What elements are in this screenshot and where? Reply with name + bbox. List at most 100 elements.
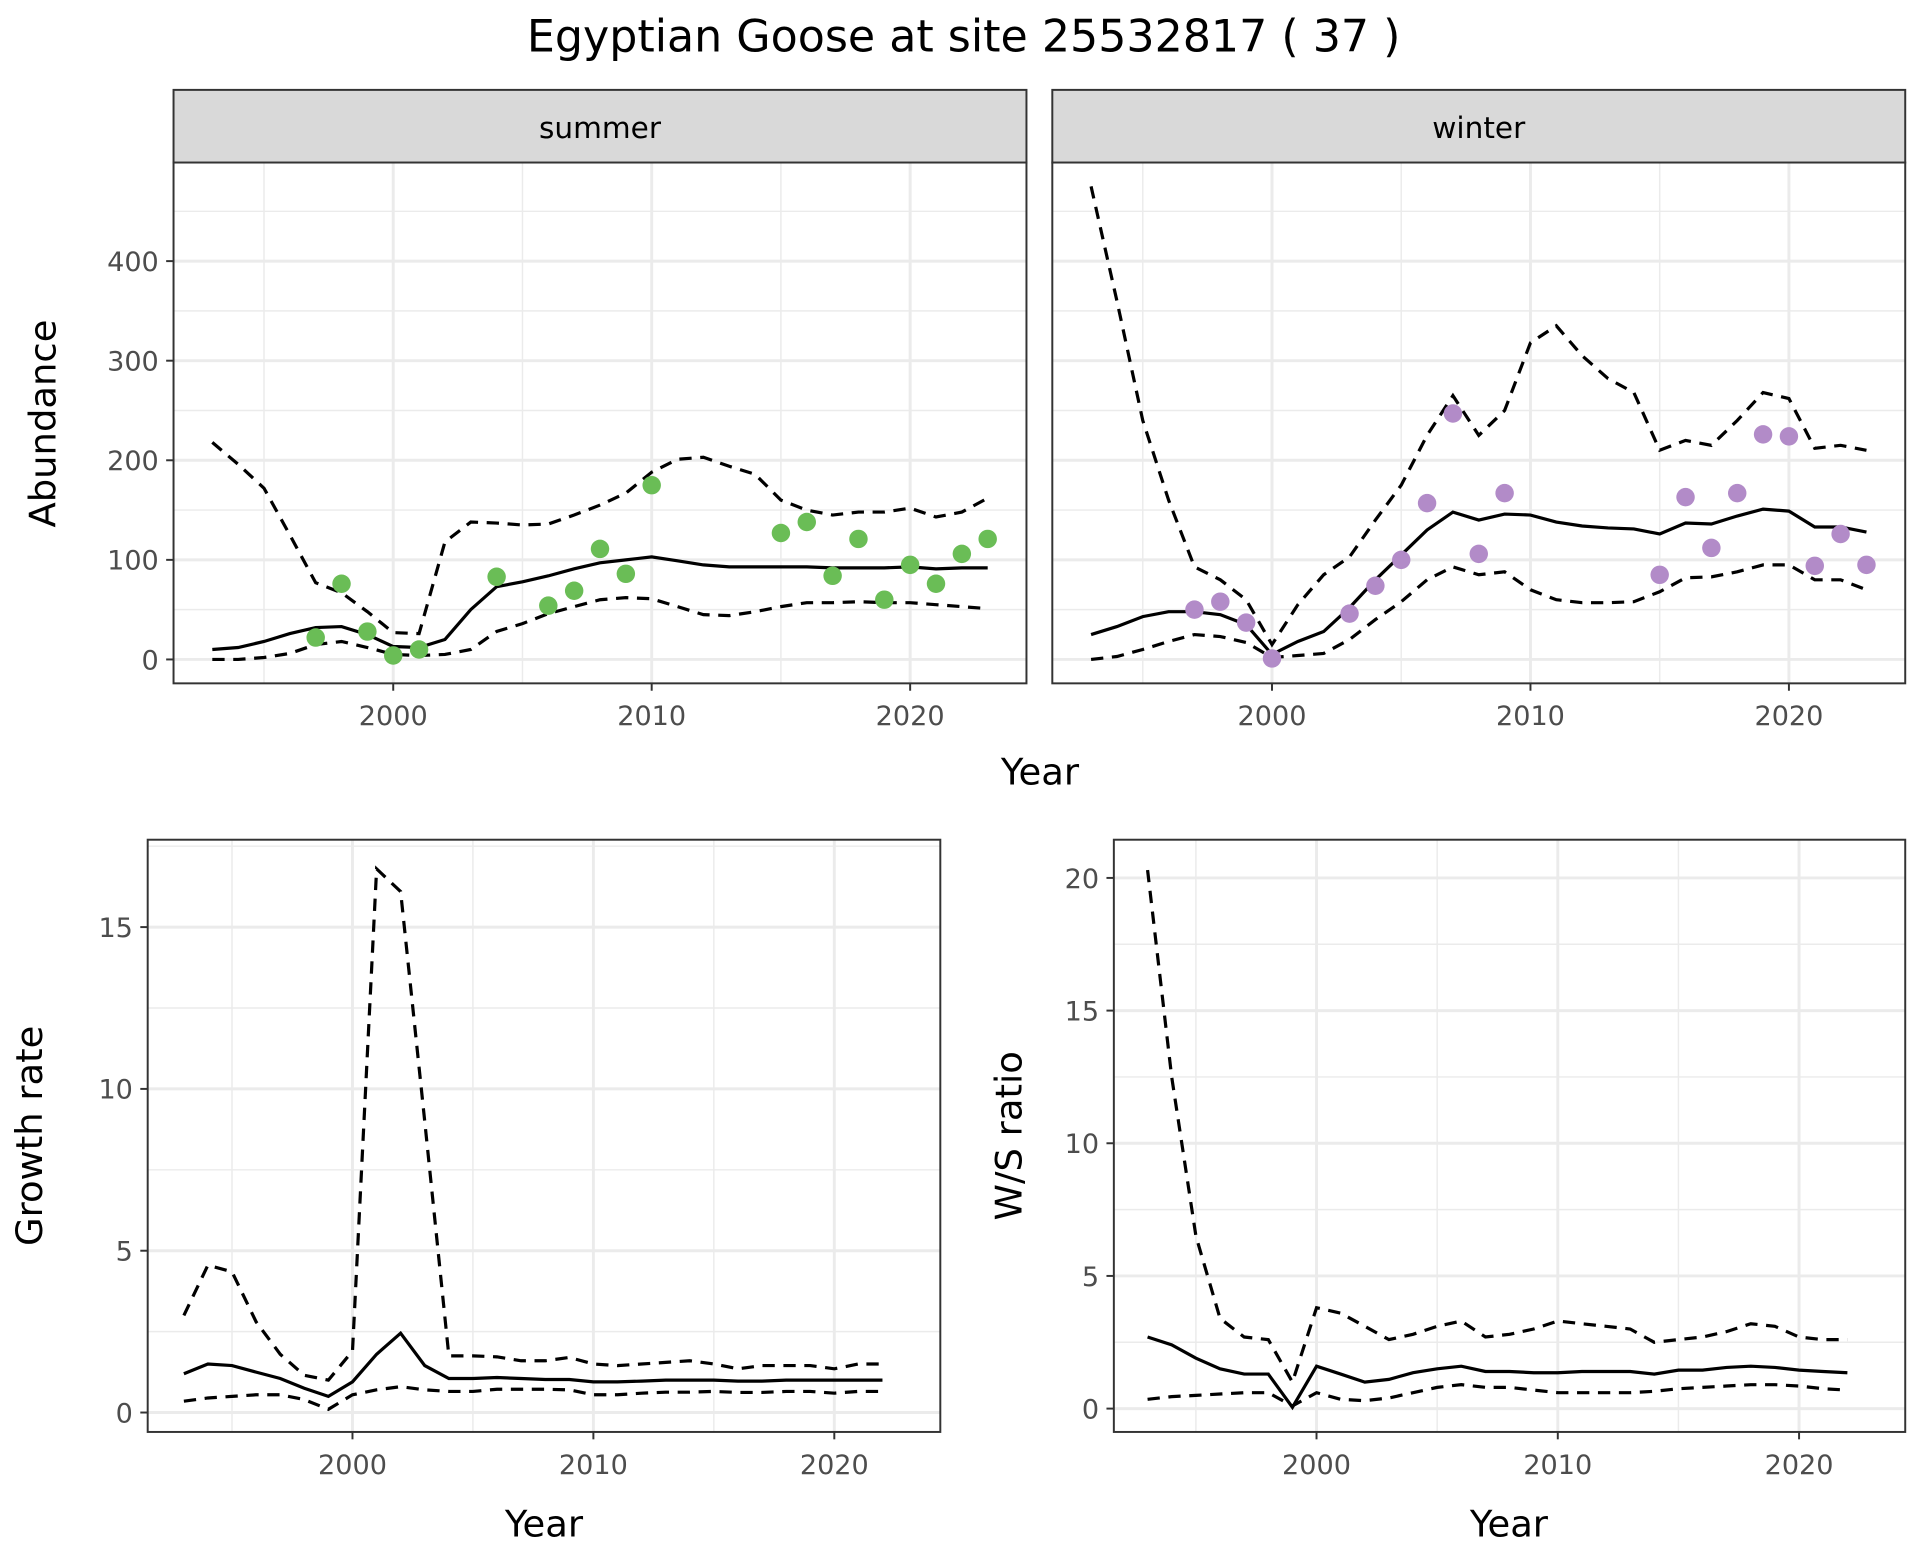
y-tick-label: 100 xyxy=(107,546,159,577)
data-point xyxy=(642,475,661,495)
data-point xyxy=(539,596,558,615)
lower-bound-line xyxy=(1090,563,1868,662)
y-tick-label: 20 xyxy=(1065,864,1099,895)
data-point xyxy=(1702,538,1721,558)
facet-label: winter xyxy=(1432,111,1526,145)
facet-strip xyxy=(1051,88,1907,164)
panel-summer: 2000 2010 2020 0 100 200 300 400 summer xyxy=(107,88,1028,732)
x-tick-label: 2000 xyxy=(359,701,428,732)
facet-label: summer xyxy=(539,111,662,145)
panel-ws-ratio: 2000 2010 2020 0 5 10 15 20 Year W/S ratio xyxy=(988,838,1907,1546)
lower-bound-line xyxy=(1147,1383,1848,1408)
y-tick-label: 0 xyxy=(116,1398,133,1429)
data-point xyxy=(1469,544,1488,564)
y-tick-label: 200 xyxy=(107,446,159,477)
data-point xyxy=(1650,565,1669,585)
upper-bound-line xyxy=(1089,186,1867,648)
x-tick-label: 2010 xyxy=(617,701,686,732)
data-point xyxy=(1366,576,1385,595)
data-point xyxy=(1417,493,1437,513)
data-point xyxy=(1262,649,1282,668)
x-tick-label: 2000 xyxy=(1238,701,1307,732)
data-point xyxy=(1728,483,1747,503)
data-point xyxy=(409,640,429,659)
data-point xyxy=(1340,604,1359,623)
data-point xyxy=(1185,600,1204,619)
data-point xyxy=(1676,487,1695,507)
x-axis-title: Year xyxy=(504,1503,584,1546)
data-point xyxy=(332,574,351,593)
data-point xyxy=(1805,556,1824,576)
data-point xyxy=(1392,550,1411,570)
data-point xyxy=(1236,613,1256,632)
panel-winter: 2000 2010 2020 winter xyxy=(1051,88,1907,732)
data-point xyxy=(384,646,403,665)
data-point xyxy=(306,628,325,647)
mean-line xyxy=(1090,507,1867,657)
lower-bound-line xyxy=(183,1385,883,1412)
x-tick-label: 2010 xyxy=(1496,701,1565,732)
data-point xyxy=(797,512,816,532)
facet-strip xyxy=(172,88,1028,164)
x-tick-label: 2020 xyxy=(1765,1450,1834,1481)
y-tick-label: 0 xyxy=(1082,1394,1099,1425)
panel-growth-rate: 2000 2010 2020 0 5 10 15 Year Growth rate xyxy=(8,838,942,1546)
mean-line xyxy=(212,555,988,652)
y-axis-title: Growth rate xyxy=(8,1026,51,1246)
y-axis-title: W/S ratio xyxy=(988,1051,1031,1220)
data-point xyxy=(358,622,377,641)
y-tick-label: 10 xyxy=(1065,1129,1099,1160)
data-point xyxy=(1857,555,1876,575)
x-axis-title-top: Year xyxy=(1000,750,1080,793)
x-axis-title: Year xyxy=(1469,1503,1549,1546)
x-tick-label: 2020 xyxy=(800,1450,869,1481)
x-tick-label: 2000 xyxy=(318,1450,387,1481)
y-tick-label: 5 xyxy=(1082,1262,1099,1293)
chart-title: Egyptian Goose at site 25532817 ( 37 ) xyxy=(527,12,1401,63)
y-tick-label: 15 xyxy=(1065,996,1099,1027)
data-point xyxy=(564,581,584,600)
data-point xyxy=(952,544,972,564)
data-point xyxy=(823,566,842,586)
panel-border xyxy=(146,838,942,1433)
plot-background xyxy=(1113,839,1906,1432)
plot-background xyxy=(1052,162,1906,684)
data-point xyxy=(487,567,506,587)
data-point xyxy=(1831,524,1850,544)
x-tick-label: 2010 xyxy=(559,1450,628,1481)
mean-line xyxy=(183,1330,883,1399)
panel-border xyxy=(1112,838,1907,1433)
data-point xyxy=(875,590,894,609)
data-point xyxy=(849,529,868,549)
data-point xyxy=(1779,427,1799,446)
x-tick-label: 2020 xyxy=(1754,701,1823,732)
y-tick-label: 10 xyxy=(98,1075,132,1106)
y-tick-label: 5 xyxy=(116,1237,133,1268)
data-point xyxy=(1443,404,1463,423)
data-point xyxy=(1495,483,1514,503)
plot-background xyxy=(173,162,1027,684)
x-tick-label: 2010 xyxy=(1523,1450,1592,1481)
upper-bound-line xyxy=(211,441,989,636)
x-tick-label: 2020 xyxy=(876,701,945,732)
data-point xyxy=(616,564,636,584)
upper-bound-line xyxy=(182,865,883,1382)
data-point xyxy=(771,523,791,543)
y-tick-label: 0 xyxy=(142,645,159,676)
x-tick-label: 2000 xyxy=(1282,1450,1351,1481)
lower-bound-line xyxy=(212,596,988,662)
data-point xyxy=(900,555,920,575)
y-tick-label: 15 xyxy=(98,913,132,944)
y-tick-label: 400 xyxy=(107,247,159,278)
data-point xyxy=(926,574,946,593)
upper-bound-line xyxy=(1145,869,1848,1387)
data-point xyxy=(1211,592,1230,611)
y-tick-label: 300 xyxy=(107,347,159,378)
y-axis-title-top: Abundance xyxy=(21,320,64,528)
mean-line xyxy=(1147,1335,1848,1411)
plot-background xyxy=(147,839,941,1432)
data-point xyxy=(978,529,997,549)
data-point xyxy=(590,539,610,559)
data-point xyxy=(1753,425,1773,444)
